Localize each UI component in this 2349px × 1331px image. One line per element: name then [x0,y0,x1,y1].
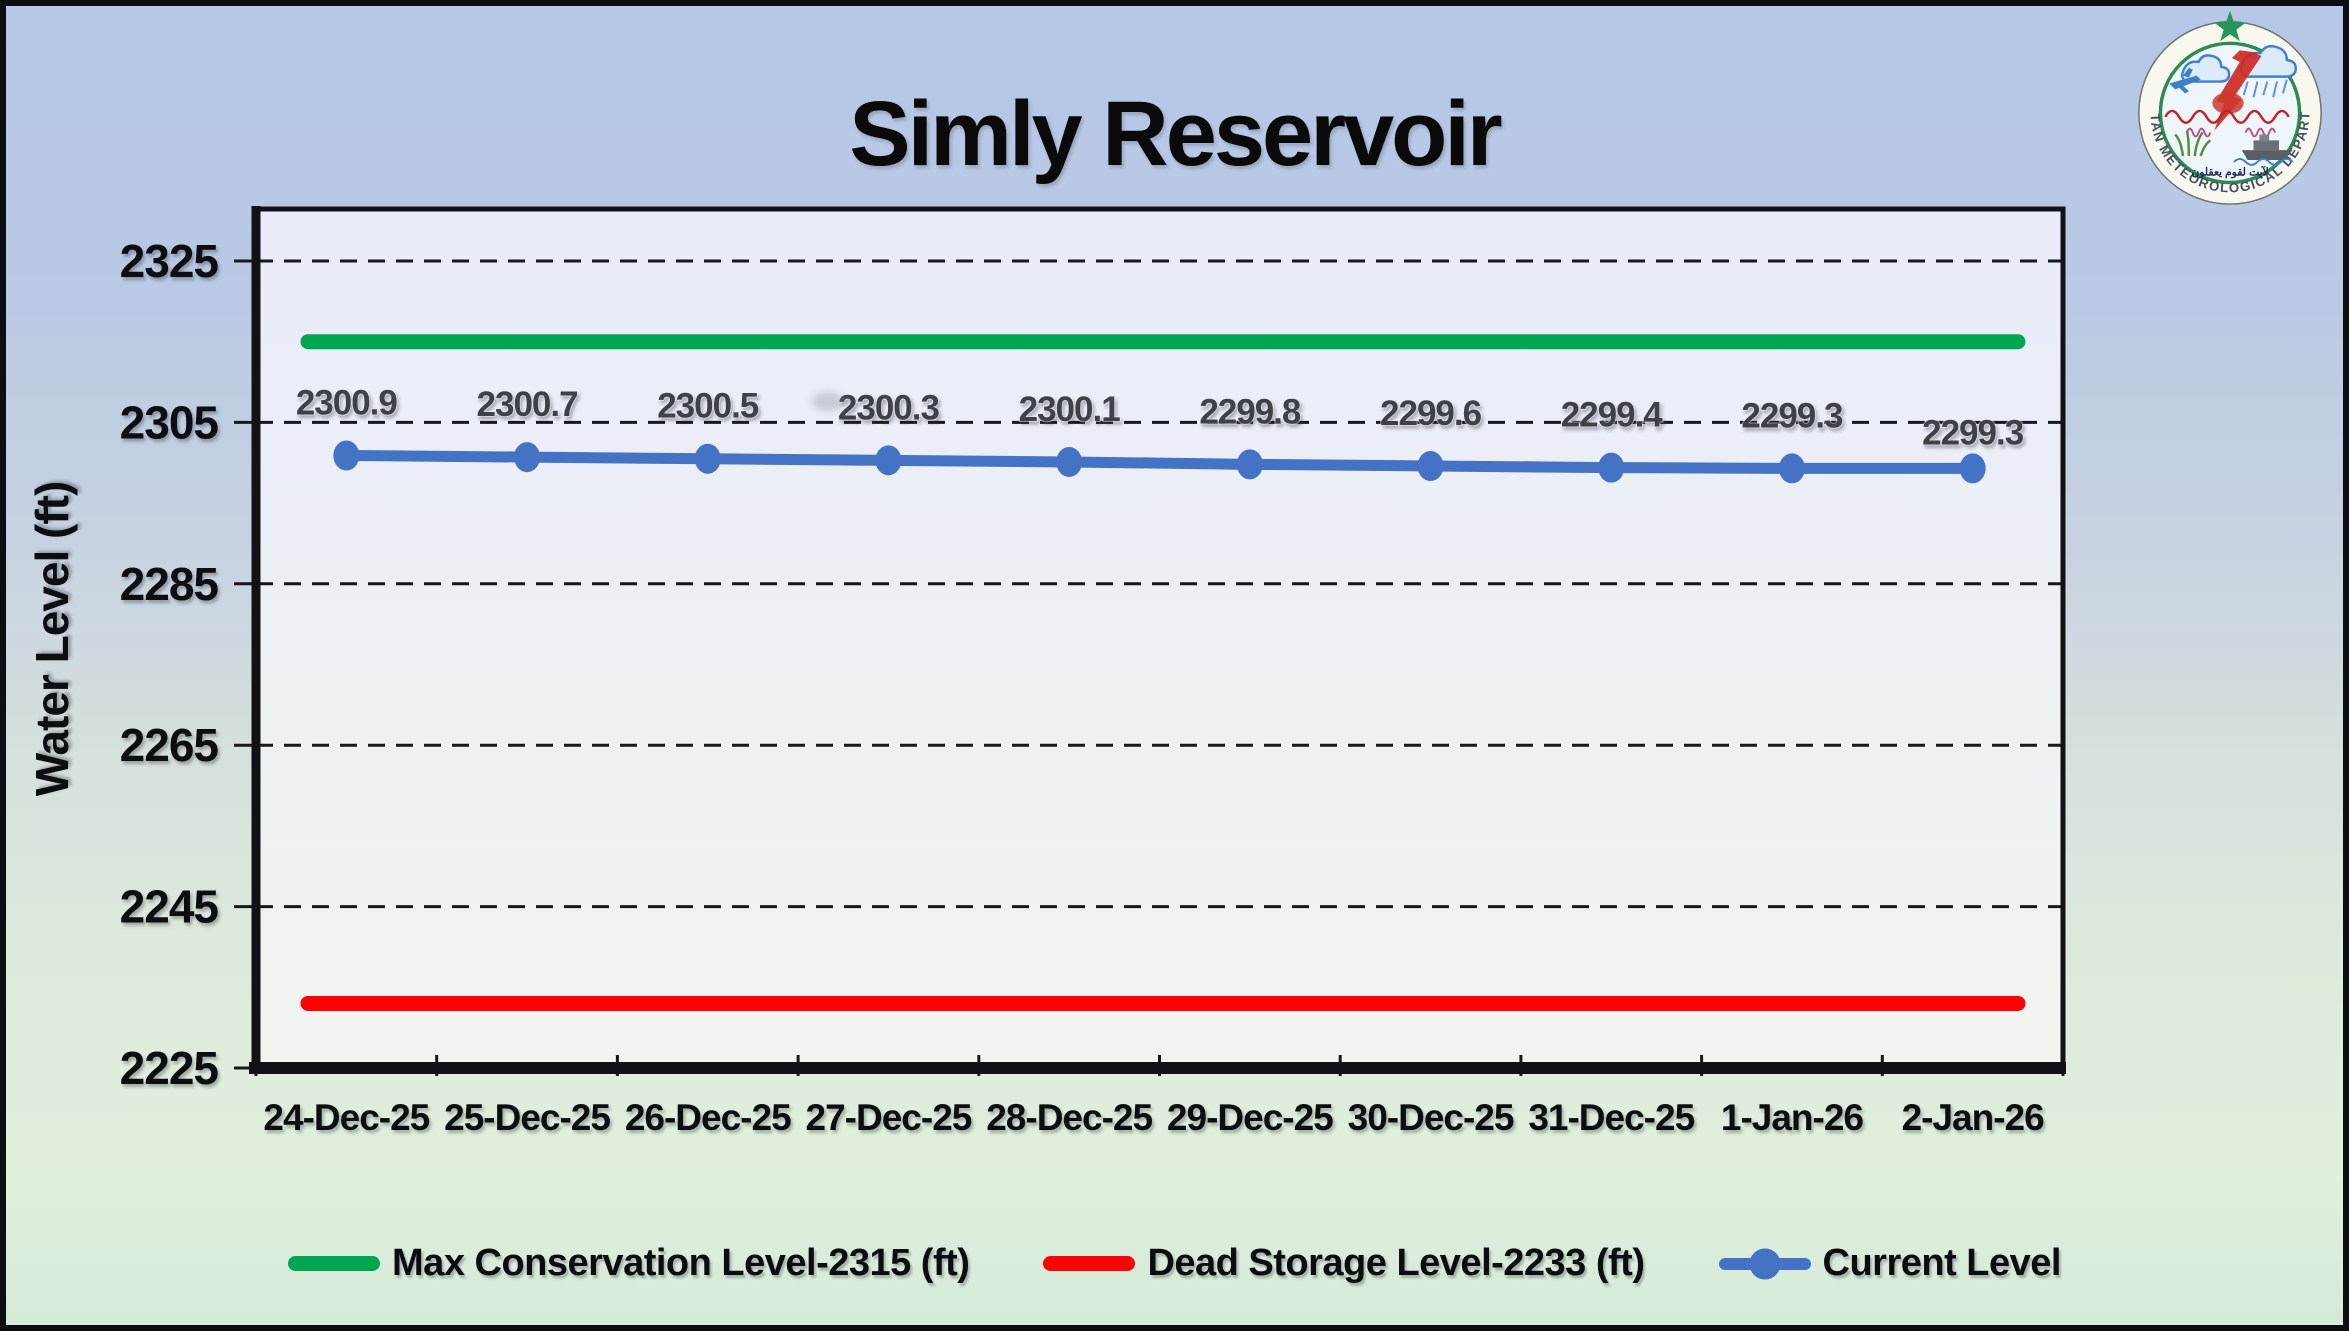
x-axis-label: 28-Dec-25 [986,1097,1152,1138]
data-label: 2300.1 [1019,390,1121,429]
data-point-marker [514,442,541,473]
data-point-marker [1236,449,1263,480]
data-label: 2299.8 [1199,392,1301,431]
current-level-line [340,449,1979,474]
y-tick-label: 2325 [120,235,219,287]
legend-item-dead-storage: Dead Storage Level-2233 (ft) [1043,1242,1645,1285]
x-axis-label: 26-Dec-25 [625,1097,791,1138]
x-axis-label: 25-Dec-25 [444,1097,610,1138]
x-axis-label: 24-Dec-25 [263,1097,429,1138]
chart-legend: Max Conservation Level-2315 (ft) Dead St… [6,1242,2343,1285]
x-axis-label: 2-Jan-26 [1902,1097,2045,1138]
data-label: 2299.4 [1561,396,1664,435]
y-tick-label: 2285 [120,558,219,610]
data-label: 2300.5 [657,387,759,426]
data-point-marker [1778,453,1805,484]
legend-swatch-blue-line-marker [1718,1248,1811,1279]
legend-swatch-green-line [288,1256,381,1271]
plane-icon [2169,67,2201,94]
x-axis-label: 1-Jan-26 [1721,1097,1864,1138]
logo-arabic-text: لآيت لقوم يعقلون [2191,165,2268,179]
page-title: Simly Reservoir [849,82,1502,185]
smudge-artifact [812,392,844,411]
data-label: 2299.3 [1741,396,1843,435]
legend-item-max-conservation: Max Conservation Level-2315 (ft) [288,1242,970,1285]
x-axis-label: 29-Dec-25 [1167,1097,1333,1138]
legend-item-current-level: Current Level [1718,1242,2062,1285]
y-tick-label: 2245 [120,881,219,933]
data-point-marker [1959,453,1986,484]
data-label: 2299.3 [1922,413,2024,452]
data-point-marker [1056,446,1083,477]
data-label: 2299.6 [1380,394,1482,433]
red-wave-icon [2164,109,2290,124]
grass-icon [2174,130,2212,157]
data-point-marker [875,445,902,476]
legend-swatch-red-line [1043,1256,1136,1271]
star-icon [2214,11,2246,42]
plot-area [256,209,2063,1068]
x-axis-label: 27-Dec-25 [806,1097,972,1138]
data-point-marker [1417,450,1444,481]
red-blob [2212,92,2244,114]
ship-icon [2233,134,2294,166]
data-point-marker [1598,452,1625,483]
legend-label: Current Level [1822,1242,2062,1284]
data-label: 2300.7 [477,385,578,424]
rain-icon [2242,79,2288,98]
x-axis-label: 30-Dec-25 [1348,1097,1514,1138]
y-tick-label: 2305 [120,396,219,448]
x-axis-label: 31-Dec-25 [1528,1097,1694,1138]
data-label: 2300.9 [296,383,398,422]
data-point-marker [333,440,360,471]
y-axis-title: Water Level (ft) [26,482,78,797]
y-tick-label: 2265 [120,719,219,771]
reservoir-level-chart: 2225 2245 2265 2285 2305 2325 24-Dec-25 25-Dec-… [26,206,2066,1138]
squiggle-wave-icon [2185,127,2276,138]
pmd-logo: PAKISTAN METEOROLOGICAL DEPARTMENT [2132,11,2322,205]
y-tick-label: 2225 [120,1042,219,1094]
data-label: 2300.3 [838,388,940,427]
legend-marker-dot [1749,1248,1780,1279]
legend-label: Max Conservation Level-2315 (ft) [392,1242,970,1284]
legend-label: Dead Storage Level-2233 (ft) [1147,1242,1645,1284]
data-point-marker [694,443,721,474]
